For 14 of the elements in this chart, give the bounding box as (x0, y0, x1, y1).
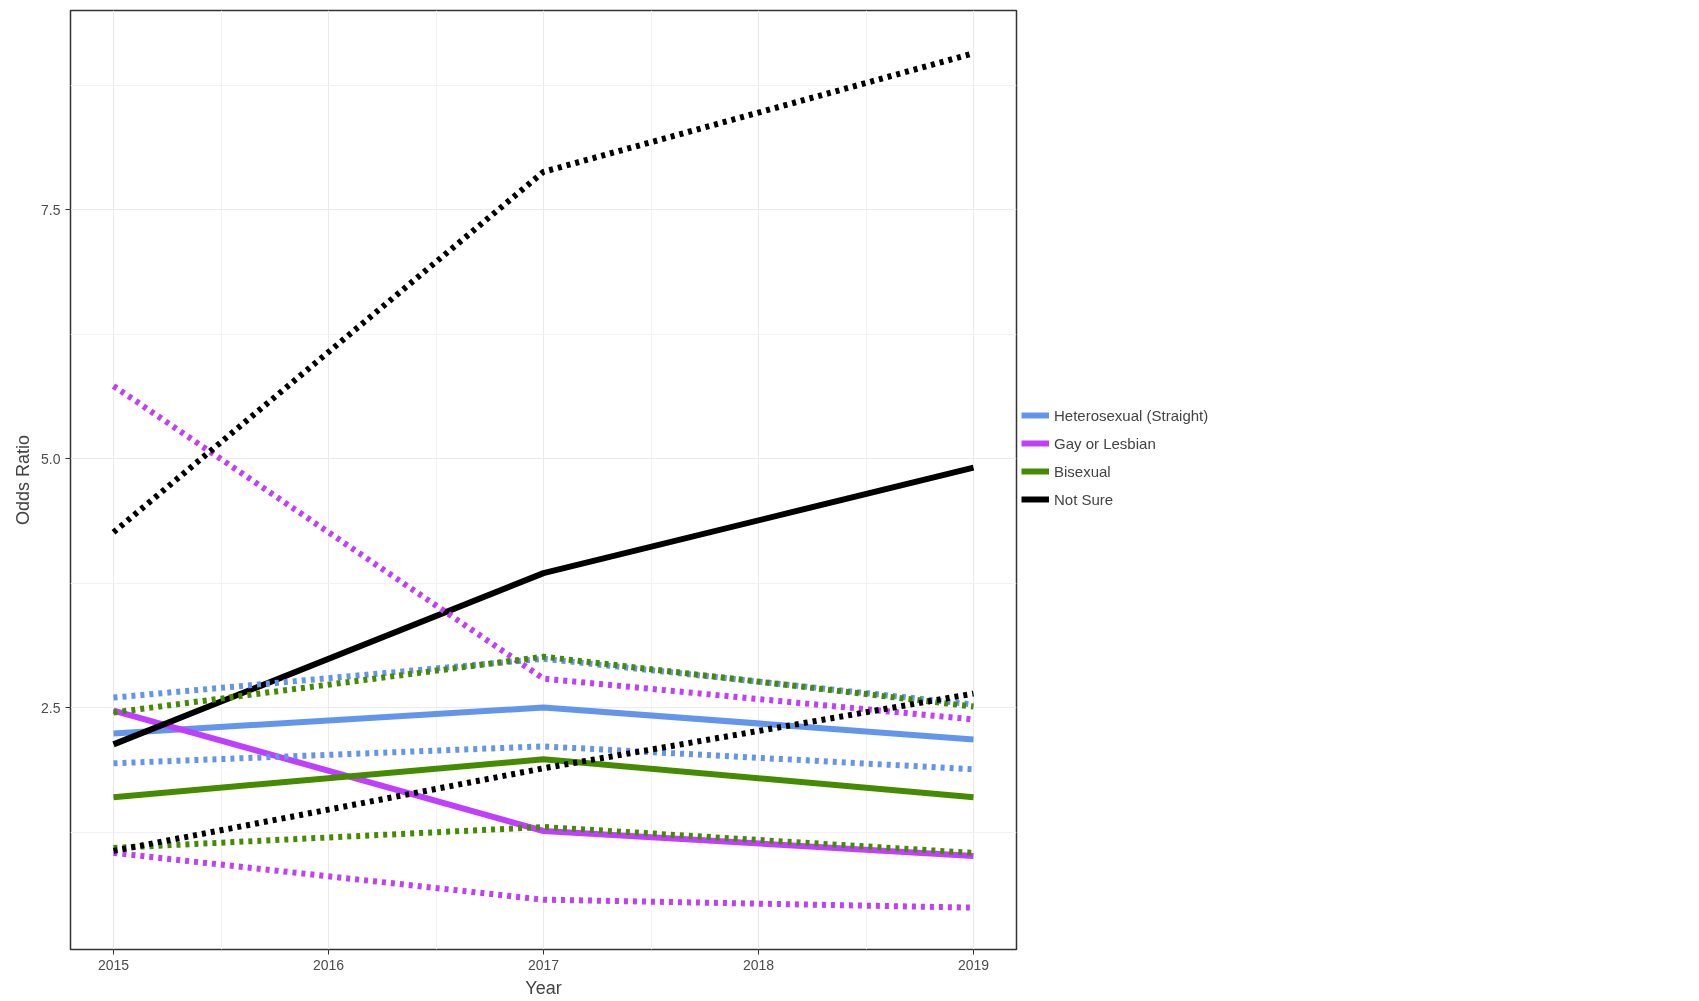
legend-label: Heterosexual (Straight) (1054, 406, 1209, 424)
x-tick-label: 2018 (742, 956, 775, 973)
legend-label: Bisexual (1054, 462, 1111, 480)
x-axis-title: Year (525, 977, 562, 998)
y-axis-title: Odds Ratio (13, 434, 34, 526)
x-tick-label: 2015 (97, 956, 130, 973)
y-tick-label: 2.5 (41, 699, 61, 716)
legend-label: Not Sure (1054, 490, 1114, 508)
legend-label: Gay or Lesbian (1054, 434, 1156, 452)
y-tick-label: 5.0 (41, 450, 61, 467)
x-tick-label: 2016 (312, 956, 345, 973)
x-tick-label: 2017 (527, 956, 560, 973)
y-tick-label: 7.5 (41, 201, 61, 218)
x-tick-label: 2019 (957, 956, 990, 973)
